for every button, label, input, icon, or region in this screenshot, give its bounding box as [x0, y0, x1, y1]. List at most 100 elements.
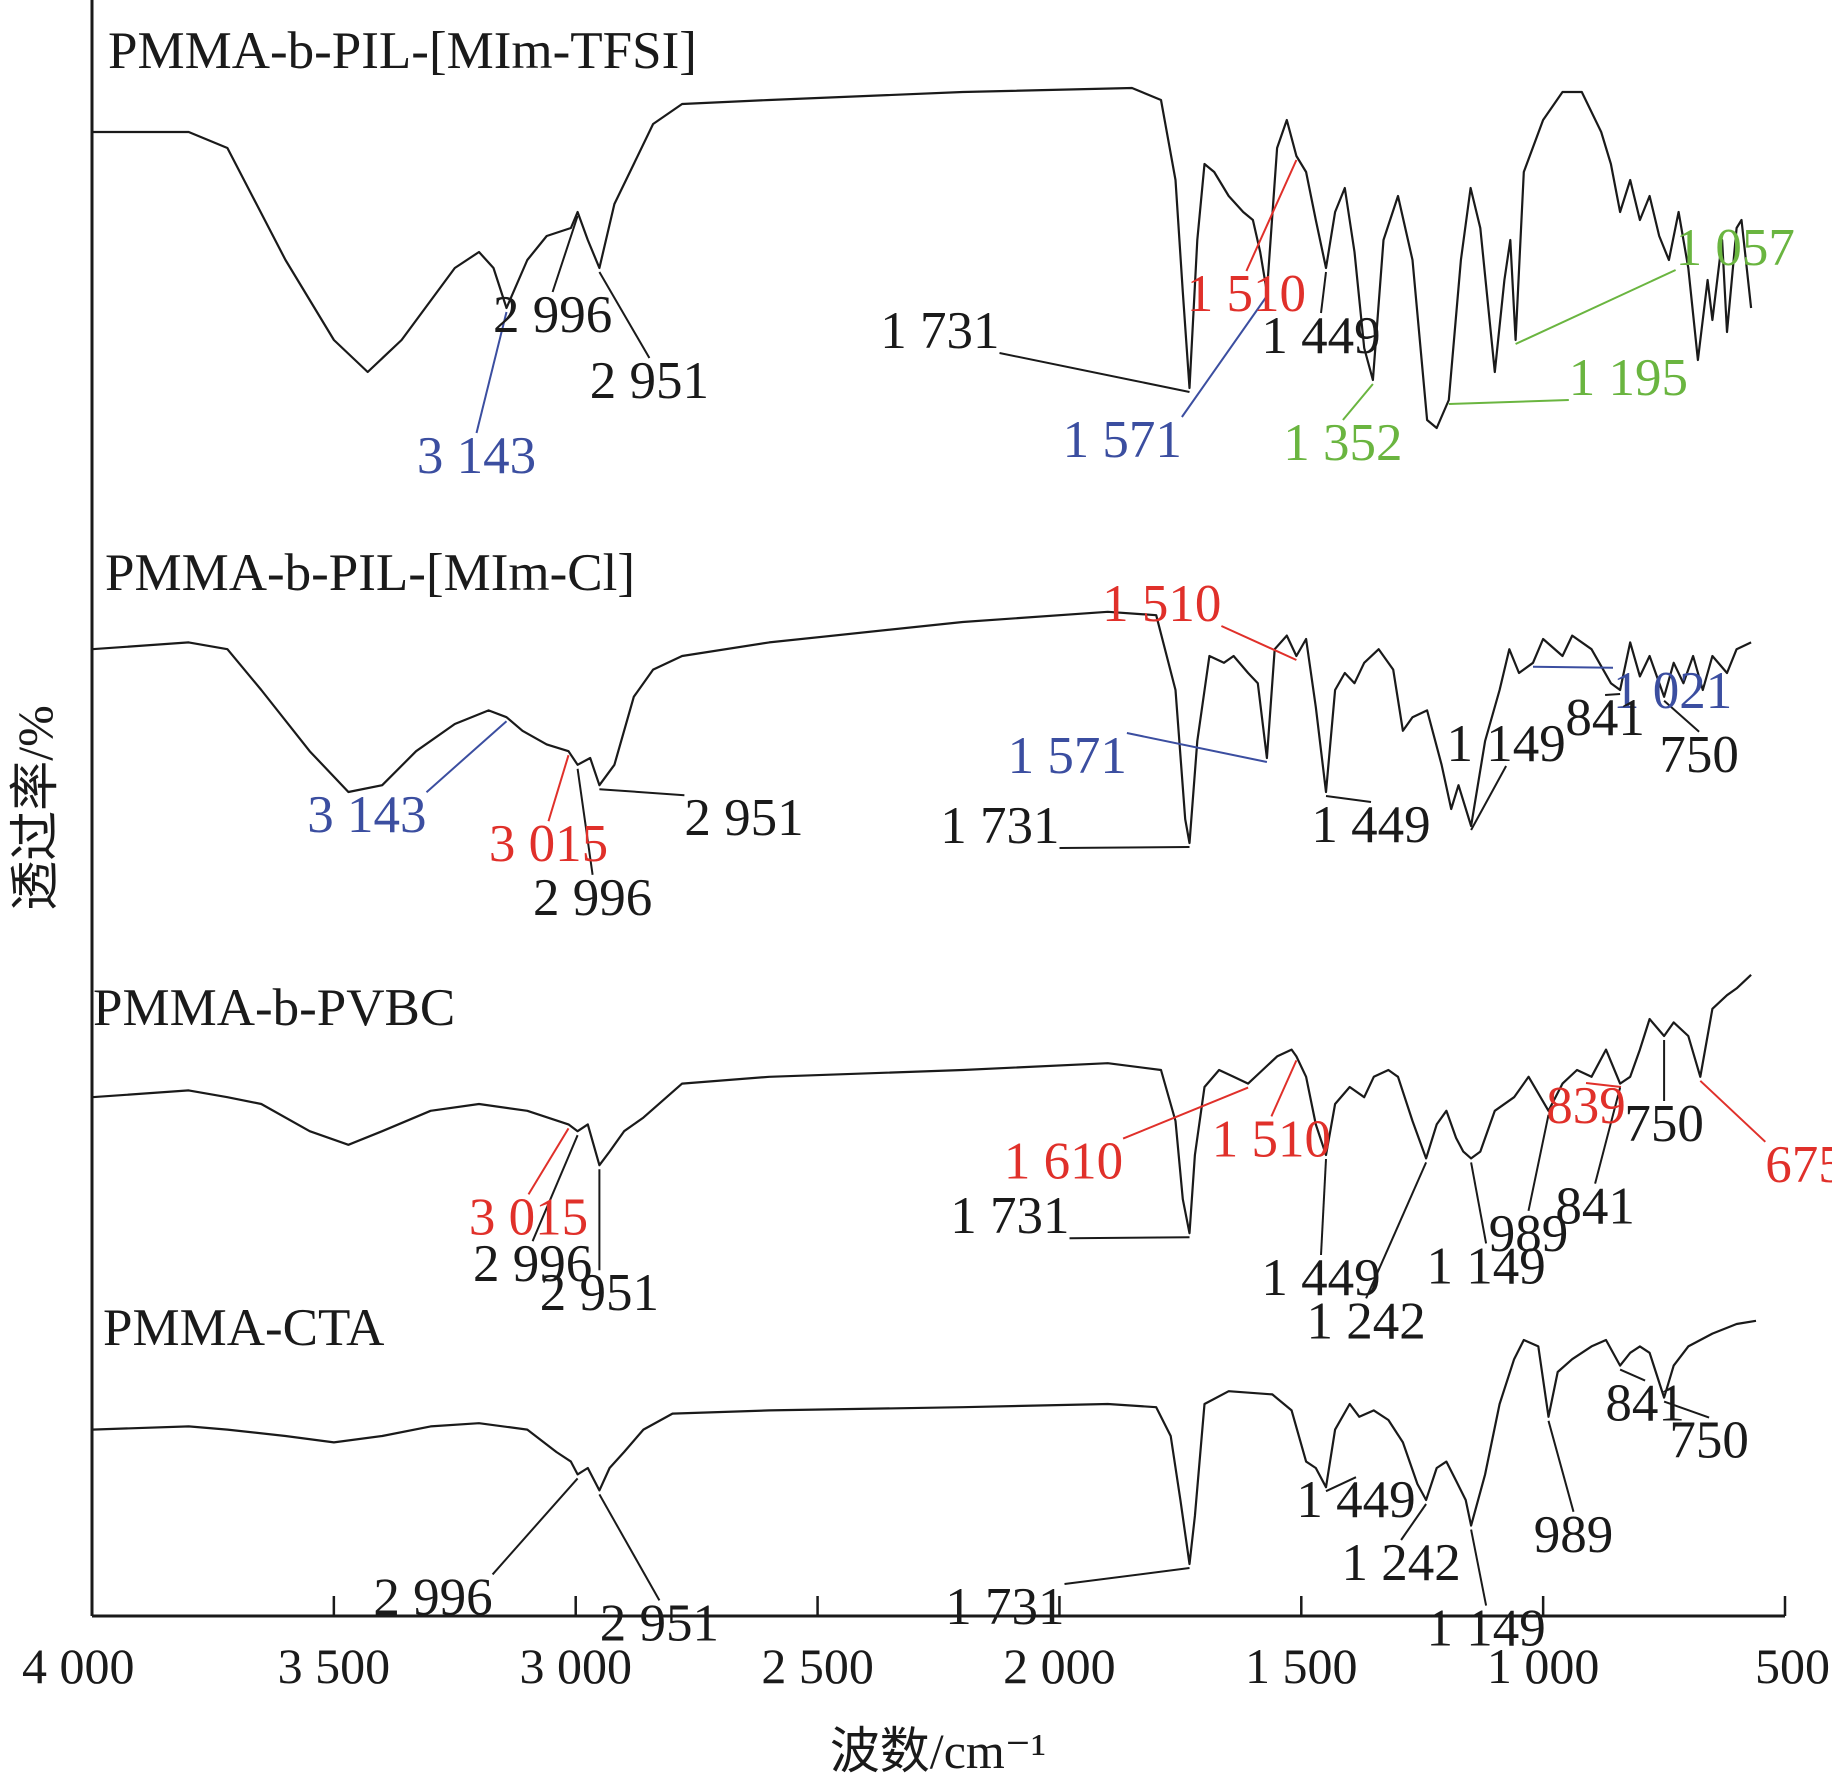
peak-label-33: 839 — [1546, 1077, 1626, 1135]
peak-label-6: 1 510 — [1187, 265, 1306, 323]
peak-leader-37 — [491, 1477, 579, 1576]
peak-label-21: 841 — [1565, 689, 1645, 747]
peak-leader-27 — [1122, 1086, 1249, 1140]
peak-label-27: 1 610 — [1004, 1133, 1123, 1191]
peak-leader-14 — [599, 788, 685, 797]
x-ticks: 4 000 3 500 3 000 2 500 2 000 1 500 1 000 500 — [22, 1596, 1830, 1694]
series-name-3: PMMA-b-PVBC — [93, 979, 455, 1037]
peak-leader-24 — [531, 1134, 579, 1242]
peak-leader-41 — [1400, 1503, 1427, 1541]
peak-leader-12 — [547, 754, 570, 822]
peak-label-2: 2 996 — [493, 286, 612, 344]
series-name-2: PMMA-b-PIL-[MIm-Cl] — [105, 544, 635, 602]
peak-label-28: 1 510 — [1212, 1110, 1331, 1168]
peak-label-10: 1 057 — [1676, 219, 1795, 277]
peak-leader-2 — [551, 215, 579, 293]
peak-leader-36 — [1699, 1080, 1766, 1143]
peak-leader-20 — [1532, 665, 1614, 669]
peak-leader-28 — [1270, 1059, 1298, 1117]
peak-leader-4 — [999, 352, 1190, 393]
series-line-1 — [92, 86, 1753, 430]
peak-leader-21 — [1605, 693, 1621, 696]
peak-leader-30 — [1365, 1161, 1428, 1299]
peak-leader-9 — [1448, 399, 1569, 405]
x-axis-title: 波数/cm⁻¹ — [830, 1723, 1046, 1779]
x-tick-label-2500: 2 500 — [761, 1638, 874, 1694]
peak-leader-1 — [475, 311, 508, 434]
peak-leader-32 — [1527, 1114, 1550, 1212]
peak-leader-34 — [1594, 1087, 1622, 1184]
peak-label-39: 1 731 — [945, 1578, 1064, 1636]
peak-label-44: 841 — [1605, 1375, 1685, 1433]
series-name-labels: PMMA-b-PIL-[MIm-TFSI] PMMA-b-PIL-[MIm-Cl]… — [93, 22, 697, 1357]
peak-leader-6 — [1245, 159, 1298, 272]
peak-label-9: 1 195 — [1569, 349, 1688, 407]
axes — [90, 0, 1785, 1618]
peak-leader-45 — [1663, 1400, 1710, 1419]
peak-leader-3 — [598, 271, 651, 359]
peak-leader-5 — [1181, 295, 1268, 418]
peak-label-12: 3 015 — [489, 815, 608, 873]
peak-leader-26 — [1069, 1236, 1190, 1240]
x-tick-label-4000: 4 000 — [22, 1638, 135, 1694]
spectra-group — [91, 86, 1757, 1566]
peak-leader-17 — [1220, 625, 1297, 661]
peak-label-13: 2 996 — [533, 869, 652, 927]
peak-label-45: 750 — [1669, 1412, 1749, 1470]
peak-label-32: 989 — [1489, 1205, 1569, 1263]
peak-label-14: 2 951 — [684, 789, 803, 847]
peak-label-34: 841 — [1555, 1178, 1635, 1236]
peak-leader-29 — [1320, 1158, 1327, 1256]
peak-leader-40 — [1325, 1476, 1357, 1493]
peak-label-40: 1 449 — [1296, 1471, 1415, 1529]
peak-leader-23 — [527, 1127, 570, 1195]
peak-leader-13 — [576, 768, 594, 875]
peak-label-19: 1 149 — [1446, 715, 1565, 773]
series-line-2 — [91, 610, 1752, 845]
peak-label-36: 675 — [1765, 1136, 1832, 1194]
peak-leader-39 — [1064, 1567, 1190, 1585]
peak-label-26: 1 731 — [950, 1187, 1069, 1245]
peak-label-41: 1 242 — [1341, 1534, 1460, 1592]
peak-leader-16 — [1126, 732, 1268, 763]
peak-label-1: 3 143 — [417, 427, 536, 485]
x-tick-label-500: 500 — [1755, 1638, 1830, 1694]
x-tick-label-3000: 3 000 — [519, 1638, 632, 1694]
peak-label-43: 989 — [1534, 1506, 1614, 1564]
peak-label-3: 2 951 — [590, 352, 709, 410]
peak-label-20: 1 021 — [1613, 662, 1732, 720]
peak-leader-11 — [425, 720, 508, 793]
peak-leader-43 — [1547, 1420, 1575, 1513]
peak-leader-10 — [1515, 269, 1677, 345]
peak-leader-7 — [1320, 271, 1327, 314]
peak-label-35: 750 — [1624, 1095, 1704, 1153]
x-tick-label-3500: 3 500 — [278, 1638, 391, 1694]
peak-leader-31 — [1470, 1162, 1488, 1244]
series-name-4: PMMA-CTA — [103, 1299, 384, 1357]
peak-label-24: 2 996 — [473, 1235, 592, 1293]
peak-leader-19 — [1470, 765, 1507, 831]
peak-label-25: 2 951 — [540, 1264, 659, 1322]
peak-label-38: 2 951 — [600, 1594, 719, 1652]
peak-label-18: 1 449 — [1311, 796, 1430, 854]
annotation-leader-lines — [425, 159, 1766, 1606]
x-tick-label-1500: 1 500 — [1245, 1638, 1358, 1694]
peak-label-31: 1 149 — [1426, 1237, 1545, 1295]
peak-label-8: 1 352 — [1283, 414, 1402, 472]
peak-leader-44 — [1619, 1368, 1646, 1382]
peak-leader-18 — [1325, 795, 1372, 803]
peak-label-29: 1 449 — [1261, 1249, 1380, 1307]
peak-label-16: 1 571 — [1008, 727, 1127, 785]
peak-label-37: 2 996 — [373, 1568, 492, 1626]
peak-label-4: 1 731 — [880, 302, 999, 360]
series-line-4 — [91, 1319, 1757, 1566]
y-axis-title: 透过率/% — [7, 705, 63, 911]
peak-leader-33 — [1585, 1082, 1622, 1088]
peak-leader-22 — [1663, 700, 1700, 733]
series-name-1: PMMA-b-PIL-[MIm-TFSI] — [108, 22, 697, 80]
series-line-3 — [91, 973, 1752, 1235]
peak-label-5: 1 571 — [1063, 411, 1182, 469]
peak-label-30: 1 242 — [1306, 1292, 1425, 1350]
